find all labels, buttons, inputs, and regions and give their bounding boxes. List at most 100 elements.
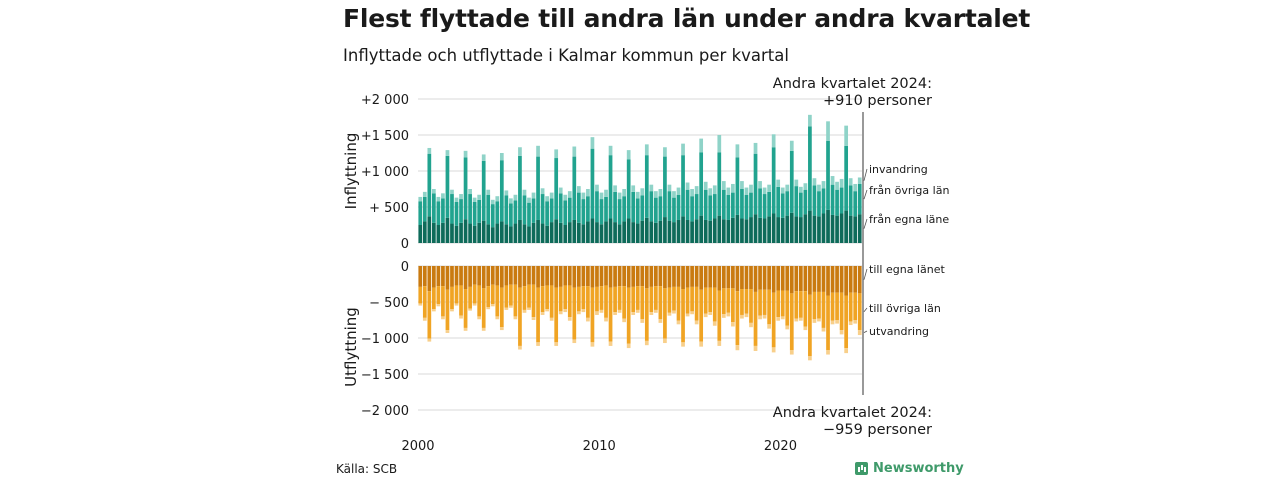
y-tick-label: +1 000: [361, 165, 409, 180]
bar-out: [826, 350, 830, 355]
bar-in: [499, 160, 504, 222]
bar-out: [509, 266, 513, 285]
bar-out: [468, 286, 472, 309]
bar-in: [613, 185, 617, 192]
bar-in: [518, 219, 522, 243]
bar-out: [839, 330, 844, 335]
bar-out: [830, 320, 835, 325]
bar-in: [463, 150, 468, 158]
bar-in: [667, 184, 672, 192]
bar-in: [853, 191, 858, 217]
bar-out: [459, 315, 463, 319]
bar-out: [427, 338, 432, 342]
bar-out: [857, 293, 862, 331]
bar-out: [667, 266, 672, 288]
bar-in: [857, 214, 862, 243]
bar-out: [590, 342, 595, 347]
bar-in: [826, 121, 830, 141]
bar-in: [708, 188, 713, 196]
bar-in: [658, 196, 663, 221]
bar-out: [432, 309, 436, 312]
bar-out: [644, 340, 649, 346]
bar-in: [853, 183, 858, 192]
bar-out: [422, 266, 427, 287]
bar-out: [780, 290, 785, 317]
bar-in: [490, 199, 495, 205]
bar-in: [644, 155, 649, 218]
bar-in: [445, 217, 450, 243]
brand-logo[interactable]: Newsworthy: [855, 461, 964, 476]
bar-in: [640, 195, 645, 221]
bar-in: [654, 191, 658, 198]
legend-leader: [863, 168, 868, 181]
bar-in: [608, 155, 613, 219]
bar-out: [445, 289, 450, 331]
bar-out: [735, 266, 740, 292]
bar-out: [749, 289, 753, 323]
bar-out: [681, 289, 685, 343]
bar-out: [581, 309, 586, 313]
bar-in: [635, 198, 640, 224]
bar-in: [644, 144, 649, 156]
bar-in: [613, 222, 617, 243]
bar-out: [613, 266, 617, 287]
bar-out: [545, 309, 549, 312]
bar-out: [785, 325, 790, 330]
bar-in: [590, 137, 595, 149]
bar-in: [708, 195, 713, 221]
annotation-line: Andra kvartalet 2024:: [773, 76, 932, 92]
bar-out: [558, 266, 563, 287]
bar-out: [817, 266, 821, 292]
bar-out: [477, 285, 482, 317]
annotations: Andra kvartalet 2024: +910 personerAndra …: [773, 76, 932, 438]
bar-out: [450, 266, 454, 287]
bar-in: [812, 215, 817, 243]
annotation-top: Andra kvartalet 2024: +910 personer: [773, 76, 932, 109]
bar-in: [499, 221, 504, 243]
bar-in: [441, 222, 445, 243]
bar-out: [726, 288, 731, 313]
bar-in: [830, 176, 835, 185]
bar-out: [595, 266, 599, 287]
bar-out: [817, 291, 821, 319]
bar-in: [613, 191, 617, 223]
bar-out: [644, 266, 649, 289]
bar-in: [509, 198, 513, 204]
bar-in: [622, 189, 627, 197]
bar-in: [445, 150, 450, 156]
legend-leader: [863, 330, 868, 333]
bar-in: [626, 218, 631, 243]
bar-in: [789, 150, 794, 213]
bar-in: [767, 184, 771, 192]
bar-out: [767, 266, 771, 290]
bar-in: [758, 188, 762, 218]
bar-out: [540, 266, 545, 287]
bar-out: [586, 266, 590, 287]
bar-in: [567, 191, 572, 198]
bar-in: [676, 194, 681, 220]
bar-out: [803, 266, 808, 292]
bar-in: [803, 189, 808, 215]
bar-in: [563, 225, 568, 243]
bar-out: [622, 318, 627, 323]
bar-in: [540, 223, 545, 243]
bar-in: [835, 189, 839, 216]
bar-out: [853, 320, 858, 324]
bar-out: [454, 285, 459, 304]
bar-in: [418, 196, 423, 202]
bar-in: [545, 196, 549, 202]
y-tick-label: 0: [401, 260, 409, 275]
bar-out: [504, 307, 509, 310]
bar-out: [821, 291, 826, 328]
bar-out: [586, 286, 590, 318]
bar-in: [649, 191, 654, 222]
bar-out: [518, 287, 522, 346]
bar-out: [481, 327, 486, 331]
bar-in: [427, 153, 432, 217]
bar-out: [767, 289, 771, 325]
bar-in: [699, 138, 704, 153]
bar-in: [744, 187, 749, 195]
bar-out: [685, 287, 690, 314]
bar-in: [758, 181, 762, 189]
bar-in: [504, 224, 509, 243]
